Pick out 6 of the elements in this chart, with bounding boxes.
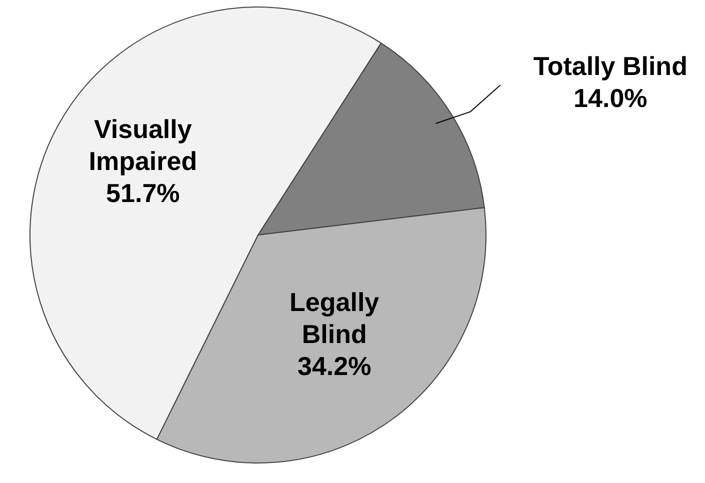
slice-label: Visually Impaired (88, 114, 198, 176)
data-label: 34.2% (297, 350, 372, 381)
slice-label: Legally Blind (290, 286, 380, 349)
data-label: 51.7% (106, 178, 180, 208)
data-label: 14.0% (574, 83, 648, 113)
slice-label: Totally Blind (533, 51, 688, 81)
